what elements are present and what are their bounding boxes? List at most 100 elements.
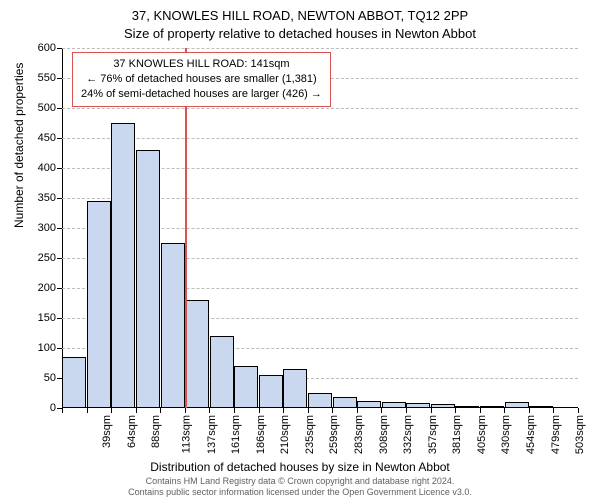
y-tick-mark [57, 108, 62, 109]
y-tick-mark [57, 288, 62, 289]
x-tick-label: 210sqm [279, 415, 291, 454]
y-tick-label: 300 [38, 222, 56, 234]
x-tick-mark [332, 408, 333, 413]
chart-title-sub: Size of property relative to detached ho… [0, 26, 600, 41]
footer-attribution: Contains HM Land Registry data © Crown c… [0, 476, 600, 498]
x-tick-label: 64sqm [126, 415, 138, 448]
annotation-line2: ← 76% of detached houses are smaller (1,… [81, 72, 322, 87]
y-tick-mark [57, 258, 62, 259]
histogram-bar [87, 201, 111, 408]
y-tick-label: 250 [38, 252, 56, 264]
x-tick-mark [308, 408, 309, 413]
histogram-bar [382, 402, 406, 408]
histogram-bar [234, 366, 258, 408]
y-tick-label: 600 [38, 42, 56, 54]
x-tick-mark [529, 408, 530, 413]
x-tick-mark [381, 408, 382, 413]
x-tick-mark [357, 408, 358, 413]
x-tick-label: 137sqm [206, 415, 218, 454]
y-tick-mark [57, 168, 62, 169]
histogram-bar [455, 406, 479, 408]
x-tick-mark [185, 408, 186, 413]
y-tick-label: 100 [38, 342, 56, 354]
x-tick-label: 113sqm [180, 415, 192, 453]
grid-line [62, 108, 578, 109]
y-tick-mark [57, 48, 62, 49]
x-tick-label: 283sqm [353, 415, 365, 454]
y-tick-label: 400 [38, 162, 56, 174]
y-tick-mark [57, 228, 62, 229]
x-tick-mark [553, 408, 554, 413]
chart-title-main: 37, KNOWLES HILL ROAD, NEWTON ABBOT, TQ1… [0, 8, 600, 23]
histogram-bar [431, 404, 455, 408]
annotation-line1: 37 KNOWLES HILL ROAD: 141sqm [81, 57, 322, 72]
x-tick-mark [111, 408, 112, 413]
histogram-bar [136, 150, 160, 408]
histogram-bar [62, 357, 86, 408]
x-tick-label: 161sqm [230, 415, 242, 454]
x-tick-label: 454sqm [525, 415, 537, 454]
histogram-bar [480, 406, 504, 408]
x-tick-label: 308sqm [378, 415, 390, 454]
x-tick-mark [62, 408, 63, 413]
x-tick-mark [480, 408, 481, 413]
x-tick-mark [283, 408, 284, 413]
x-tick-label: 332sqm [402, 415, 414, 454]
footer-line2: Contains public sector information licen… [0, 487, 600, 498]
histogram-bar [308, 393, 332, 408]
x-axis-label: Distribution of detached houses by size … [0, 460, 600, 474]
annotation-line3: 24% of semi-detached houses are larger (… [81, 87, 322, 102]
x-tick-mark [259, 408, 260, 413]
x-tick-mark [136, 408, 137, 413]
grid-line [62, 48, 578, 49]
x-tick-label: 357sqm [427, 415, 439, 454]
grid-line [62, 138, 578, 139]
histogram-bar [529, 406, 553, 408]
y-tick-label: 450 [38, 132, 56, 144]
y-tick-label: 550 [38, 72, 56, 84]
y-tick-mark [57, 78, 62, 79]
y-tick-label: 500 [38, 102, 56, 114]
footer-line1: Contains HM Land Registry data © Crown c… [0, 476, 600, 487]
y-tick-mark [57, 348, 62, 349]
x-tick-label: 186sqm [255, 415, 267, 454]
histogram-bar [185, 300, 209, 408]
x-tick-mark [87, 408, 88, 413]
x-tick-label: 430sqm [501, 415, 513, 454]
x-tick-mark [209, 408, 210, 413]
histogram-bar [406, 403, 430, 408]
y-tick-mark [57, 198, 62, 199]
x-tick-label: 259sqm [329, 415, 341, 454]
x-tick-label: 88sqm [150, 415, 162, 448]
x-tick-label: 39sqm [101, 415, 113, 448]
x-tick-label: 405sqm [476, 415, 488, 454]
x-tick-mark [234, 408, 235, 413]
x-tick-label: 235sqm [304, 415, 316, 454]
y-tick-label: 350 [38, 192, 56, 204]
y-tick-mark [57, 138, 62, 139]
histogram-bar [111, 123, 135, 408]
y-tick-label: 150 [38, 312, 56, 324]
x-tick-label: 479sqm [550, 415, 562, 454]
y-axis-label: Number of detached properties [12, 63, 26, 228]
histogram-bar [357, 401, 381, 408]
histogram-bar [505, 402, 529, 408]
chart-container: 37, KNOWLES HILL ROAD, NEWTON ABBOT, TQ1… [0, 0, 600, 500]
histogram-bar [283, 369, 307, 408]
y-tick-label: 0 [50, 402, 56, 414]
x-tick-mark [578, 408, 579, 413]
histogram-bar [333, 397, 357, 408]
histogram-bar [210, 336, 234, 408]
annotation-box: 37 KNOWLES HILL ROAD: 141sqm ← 76% of de… [72, 52, 331, 107]
x-tick-mark [504, 408, 505, 413]
y-tick-label: 200 [38, 282, 56, 294]
y-tick-label: 50 [44, 372, 56, 384]
x-tick-label: 503sqm [574, 415, 586, 454]
x-tick-label: 381sqm [451, 415, 463, 454]
histogram-bar [161, 243, 185, 408]
x-tick-mark [431, 408, 432, 413]
histogram-bar [259, 375, 283, 408]
y-tick-mark [57, 318, 62, 319]
x-tick-mark [160, 408, 161, 413]
x-tick-mark [455, 408, 456, 413]
